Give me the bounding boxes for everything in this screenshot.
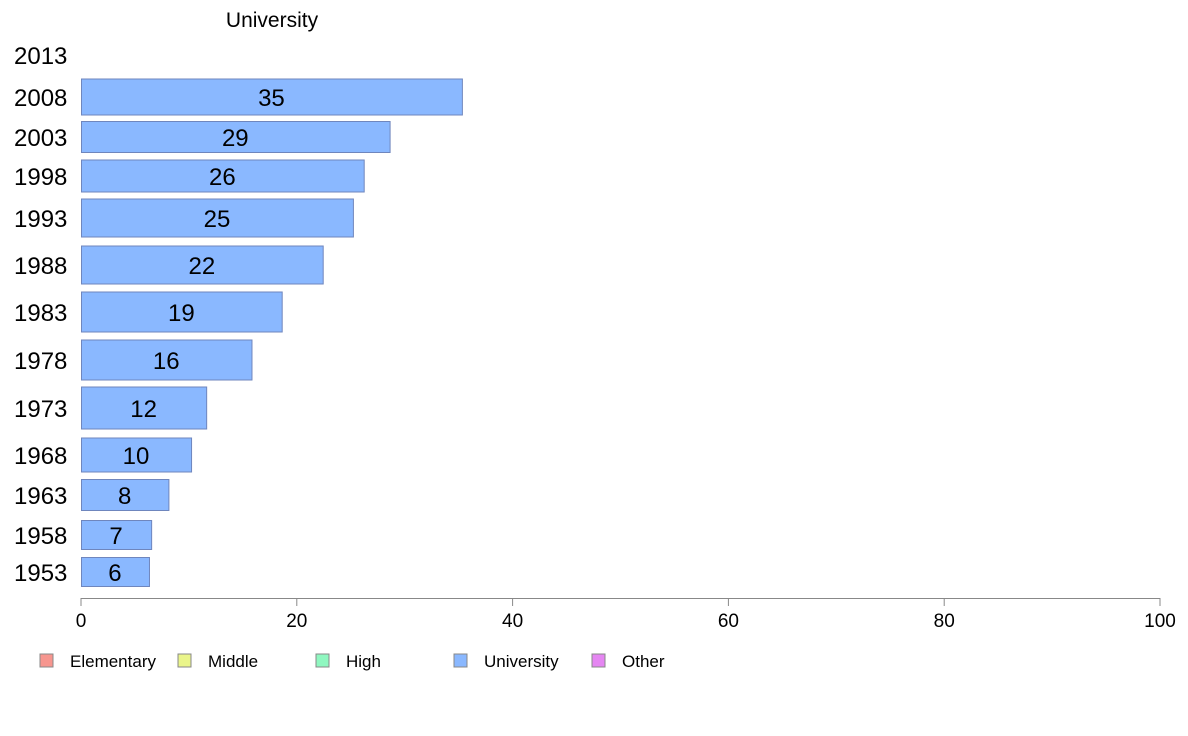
bar (81, 291, 283, 333)
legend-swatch (315, 653, 330, 668)
x-tick-label: 60 (718, 611, 739, 632)
year-label: 1993 (14, 206, 67, 233)
bar-value-label: 8 (118, 483, 131, 510)
year-label: 2013 (14, 43, 67, 70)
year-label: 1953 (14, 560, 67, 587)
bar (81, 557, 150, 587)
year-label: 1978 (14, 348, 67, 375)
legend-swatch (591, 653, 606, 668)
legend-label: Middle (208, 652, 258, 671)
bar-value-label: 22 (188, 253, 215, 280)
bar-value-label: 29 (222, 125, 249, 152)
chart-title: University (226, 9, 319, 32)
bar-group: 2013 2008 35 2003 29 1998 26 1993 25 1988 22 1983 19… (14, 43, 463, 587)
year-label: 1973 (14, 396, 67, 423)
legend-label: University (484, 652, 559, 671)
bar (81, 339, 253, 381)
legend-swatch (39, 653, 54, 668)
year-label: 1958 (14, 523, 67, 550)
bar-value-label: 25 (204, 206, 231, 233)
bar (81, 78, 463, 116)
bar-value-label: 10 (123, 443, 150, 470)
bar-value-label: 6 (108, 560, 121, 587)
bar-value-label: 19 (168, 300, 195, 327)
year-label: 1998 (14, 164, 67, 191)
x-tick-label: 20 (286, 611, 307, 632)
legend-label: Other (622, 652, 665, 671)
bar (81, 198, 354, 238)
bar (81, 121, 391, 153)
x-tick-label: 0 (76, 611, 87, 632)
year-label: 1988 (14, 253, 67, 280)
legend-swatch (177, 653, 192, 668)
bar-value-label: 12 (130, 396, 157, 423)
bar (81, 520, 153, 550)
legend: Elementary Middle High University Other (39, 652, 665, 671)
bar (81, 437, 193, 473)
bar (81, 159, 365, 193)
bar (81, 245, 324, 285)
bar-value-label: 16 (153, 348, 180, 375)
bar-value-label: 26 (209, 164, 236, 191)
x-tick-label: 40 (502, 611, 523, 632)
bar-value-label: 35 (258, 85, 285, 112)
year-label: 2008 (14, 85, 67, 112)
year-label: 2003 (14, 125, 67, 152)
bar-value-label: 7 (109, 523, 122, 550)
legend-swatch (453, 653, 468, 668)
legend-label: High (346, 652, 381, 671)
legend-label: Elementary (70, 652, 156, 671)
year-label: 1968 (14, 443, 67, 470)
year-label: 1983 (14, 300, 67, 327)
x-tick-label: 100 (1144, 611, 1176, 632)
x-tick-label: 80 (934, 611, 955, 632)
x-axis: 0 20 40 60 80 100 (76, 598, 1176, 632)
bar (81, 479, 170, 511)
year-label: 1963 (14, 483, 67, 510)
bar (81, 386, 208, 430)
